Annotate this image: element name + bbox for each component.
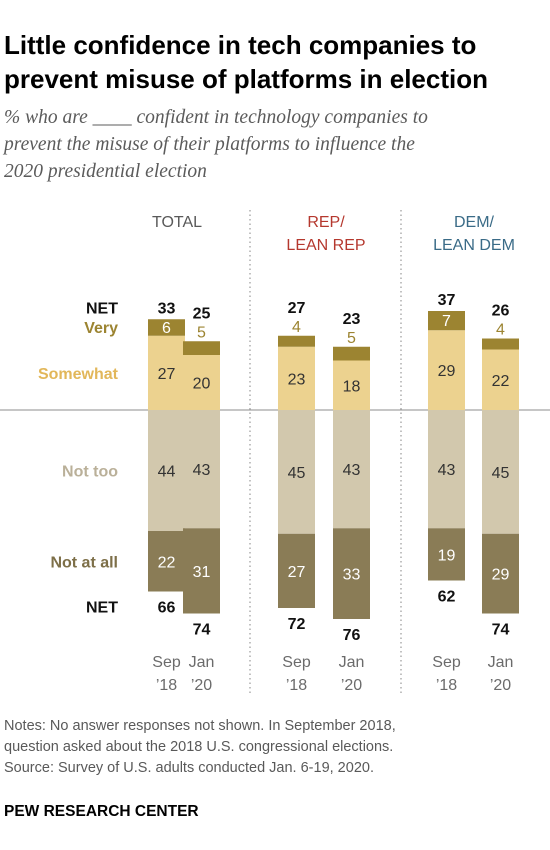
chart-title-line-1: Little confidence in tech companies to [4, 30, 477, 60]
group-1-bar-1-very-value: 6 [162, 320, 171, 337]
chart-subtitle-line-2: prevent the misuse of their platforms to… [4, 134, 415, 155]
group-3-bar-2-somewhat-segment [482, 349, 519, 410]
chart-title: Little confidence in tech companies to p… [4, 28, 544, 96]
group-3-bar-1-not-too-segment [428, 410, 465, 529]
group-2-bar-1-net-not-confident-value: 72 [288, 616, 306, 633]
group-label-2-line-1: REP/ [307, 214, 345, 231]
stacked-bar-chart: TOTAL62744223366Sep’18NETVerySomewhatNot… [0, 210, 550, 695]
group-1-bar-2-period-label-line-2: ’20 [191, 677, 212, 694]
chart-subtitle-line-1: % who are ____ confident in technology c… [4, 107, 428, 128]
chart-subtitle-line-3: 2020 presidential election [4, 161, 207, 182]
group-1-bar-1-not-too-segment [148, 410, 185, 531]
notes-line-1: Notes: No answer responses not shown. In… [4, 718, 396, 734]
group-2-bar-2-somewhat-value: 18 [343, 378, 361, 395]
group-1-bar-1-not-too-value: 44 [158, 464, 176, 481]
group-1-bar-1-period-label-line-2: ’18 [156, 677, 177, 694]
group-2-bar-1-period-label-line-1: Sep [282, 654, 311, 671]
group-1-bar-1-very-segment [148, 319, 185, 336]
group-3-bar-1-net-confident-value: 37 [438, 292, 456, 309]
group-1-bar-1-net-not-confident-value: 66 [158, 600, 176, 617]
notes-line-2: question asked about the 2018 U.S. congr… [4, 739, 394, 755]
group-2-bar-1-period-label-line-2: ’18 [286, 677, 307, 694]
group-3-bar-2-very-segment [482, 338, 519, 350]
group-3-bar-1-period-label-line-1: Sep [432, 654, 461, 671]
group-1-bar-2-somewhat-segment [183, 355, 220, 410]
group-label-3-line-1: DEM/ [454, 214, 495, 231]
group-1-bar-1-somewhat-segment [148, 335, 185, 410]
row-label-very: Very [84, 320, 118, 337]
group-2-bar-1-somewhat-value: 23 [288, 371, 306, 388]
group-3-bar-1-not-at-all-segment [428, 528, 465, 581]
group-3-bar-2-not-too-segment [482, 410, 519, 534]
group-2-bar-2-period-label-line-2: ’20 [341, 677, 362, 694]
group-3-bar-2-not-at-all-value: 29 [492, 567, 510, 584]
group-3-bar-1-not-too-value: 43 [438, 462, 456, 479]
group-3-bar-2-not-too-value: 45 [492, 465, 510, 482]
group-3-bar-2-period-label-line-1: Jan [488, 654, 514, 671]
group-1-bar-2-somewhat-value: 20 [193, 376, 211, 393]
group-3-bar-1-somewhat-segment [428, 330, 465, 410]
chart-notes: Notes: No answer responses not shown. In… [4, 716, 544, 779]
group-1-bar-2-very-value: 5 [197, 324, 206, 341]
row-label-not-too: Not too [62, 464, 118, 481]
group-3-bar-1-very-value: 7 [442, 313, 451, 330]
chart-title-line-2: prevent misuse of platforms in election [4, 64, 488, 94]
row-label-not-at-all: Not at all [50, 554, 118, 571]
row-label-net-not-confident: NET [86, 600, 118, 617]
group-3-bar-1-somewhat-value: 29 [438, 363, 456, 380]
group-2-bar-2-net-confident-value: 23 [343, 311, 361, 328]
group-1-bar-1-somewhat-value: 27 [158, 366, 176, 383]
group-2-bar-2-period-label-line-1: Jan [339, 654, 365, 671]
group-3-bar-2-somewhat-value: 22 [492, 373, 510, 390]
group-1-bar-2-period-label-line-1: Jan [189, 654, 215, 671]
group-1-bar-2-not-too-value: 43 [193, 462, 211, 479]
group-1-bar-2-net-confident-value: 25 [193, 305, 211, 322]
group-3-bar-2-net-not-confident-value: 74 [492, 622, 510, 639]
group-1-bar-1-net-confident-value: 33 [158, 300, 176, 317]
pew-research-center-logo: PEW RESEARCH CENTER [4, 803, 199, 820]
group-1-bar-2-very-segment [183, 341, 220, 355]
group-2-bar-2-somewhat-segment [333, 360, 370, 410]
group-3-bar-2-period-label-line-2: ’20 [490, 677, 511, 694]
row-label-somewhat: Somewhat [38, 366, 119, 383]
group-2-bar-1-not-at-all-segment [278, 533, 315, 608]
group-2-bar-1-somewhat-segment [278, 346, 315, 410]
group-2-bar-2-not-at-all-segment [333, 528, 370, 619]
group-1-bar-2-not-too-segment [183, 410, 220, 529]
group-3-bar-1-period-label-line-2: ’18 [436, 677, 457, 694]
group-2-bar-1-not-too-segment [278, 410, 315, 534]
group-1-bar-2-not-at-all-segment [183, 528, 220, 614]
group-3-bar-1-not-at-all-value: 19 [438, 547, 456, 564]
group-1-bar-1-not-at-all-segment [148, 531, 185, 592]
source-line: Source: Survey of U.S. adults conducted … [4, 760, 374, 776]
group-3-bar-1-very-segment [428, 311, 465, 331]
group-1-bar-1-not-at-all-value: 22 [158, 554, 176, 571]
group-2-bar-1-net-confident-value: 27 [288, 300, 306, 317]
group-label-3-line-2: LEAN DEM [433, 237, 515, 254]
group-2-bar-2-not-at-all-value: 33 [343, 567, 361, 584]
group-3-bar-2-very-value: 4 [496, 322, 505, 339]
group-2-bar-1-not-too-value: 45 [288, 465, 306, 482]
group-3-bar-1-net-not-confident-value: 62 [438, 589, 456, 606]
group-2-bar-2-very-value: 5 [347, 330, 356, 347]
group-3-bar-2-net-confident-value: 26 [492, 303, 510, 320]
group-label-2-line-2: LEAN REP [286, 237, 365, 254]
chart-subtitle: % who are ____ confident in technology c… [4, 104, 544, 185]
group-2-bar-2-not-too-value: 43 [343, 462, 361, 479]
group-2-bar-1-very-value: 4 [292, 319, 301, 336]
group-2-bar-1-very-segment [278, 335, 315, 347]
group-2-bar-2-net-not-confident-value: 76 [343, 627, 361, 644]
group-label-1-line-1: TOTAL [152, 214, 202, 231]
group-2-bar-2-very-segment [333, 346, 370, 361]
row-label-net-confident: NET [86, 300, 118, 317]
group-1-bar-1-period-label-line-1: Sep [152, 654, 181, 671]
group-2-bar-2-not-too-segment [333, 410, 370, 529]
group-1-bar-2-net-not-confident-value: 74 [193, 622, 211, 639]
group-2-bar-1-not-at-all-value: 27 [288, 564, 306, 581]
group-1-bar-2-not-at-all-value: 31 [193, 564, 211, 581]
group-3-bar-2-not-at-all-segment [482, 533, 519, 614]
